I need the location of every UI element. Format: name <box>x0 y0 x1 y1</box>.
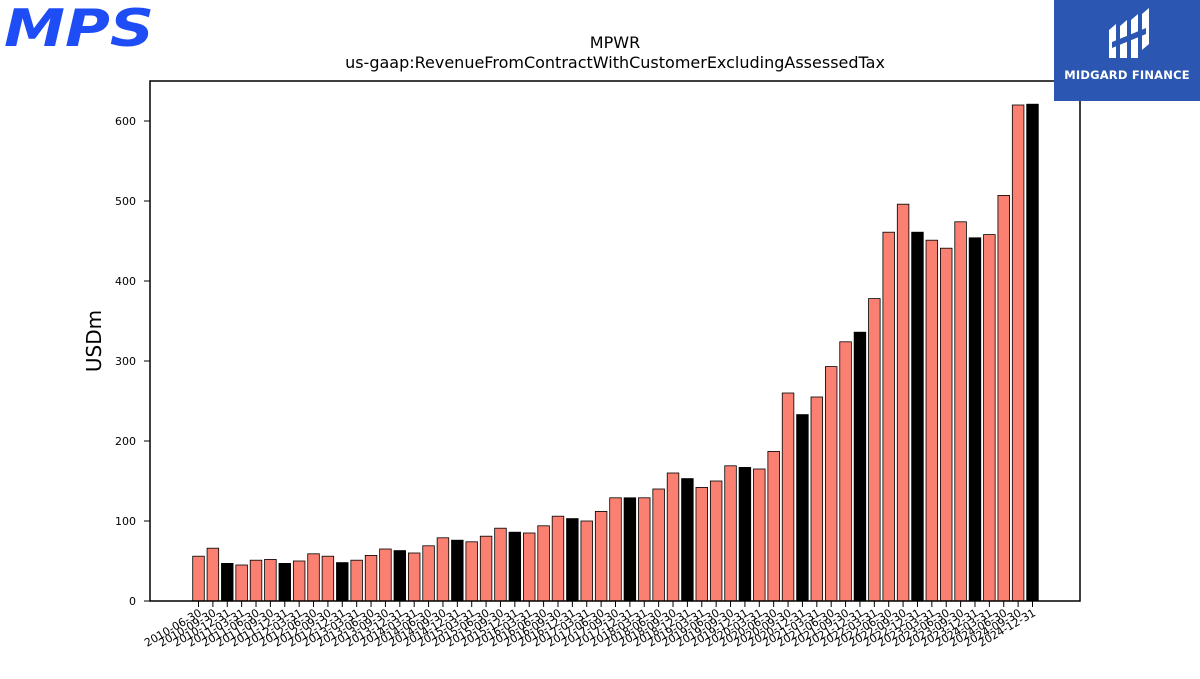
chart-title: MPWR <box>590 33 640 52</box>
y-axis-label: USDm <box>82 310 106 372</box>
bar-2023-06-30 <box>940 247 953 602</box>
chart-subtitle: us-gaap:RevenueFromContractWithCustomerE… <box>345 53 885 72</box>
bar-2018-03-31 <box>638 497 651 602</box>
bar-2023-03-31 <box>925 239 939 602</box>
y-axis-ticks: 0 100 200 300 400 500 600 <box>115 115 150 608</box>
bar-2010-09-30 <box>206 547 220 602</box>
bar-2022-09-30 <box>896 203 910 602</box>
bar-2015-06-30 <box>479 535 493 602</box>
midgard-emblem-icon <box>1109 8 1149 58</box>
y-tick-label: 500 <box>115 195 136 208</box>
bar-2015-03-31 <box>465 541 478 602</box>
bar-2012-03-31 <box>292 560 306 602</box>
bar-2024-03-31 <box>983 234 996 602</box>
bar-2020-12-31 <box>796 414 809 602</box>
bar-2024-12-31 <box>1026 103 1039 602</box>
bar-2014-03-31 <box>407 552 421 602</box>
bar-2018-09-30 <box>666 472 680 602</box>
bar-2023-09-30 <box>954 221 967 602</box>
bar-2012-06-30 <box>307 553 320 602</box>
bar-2021-03-31 <box>810 396 824 602</box>
mps-logo-text: MPS <box>4 4 154 50</box>
bar-2022-12-31 <box>911 231 924 602</box>
bar-2023-12-31 <box>968 237 982 602</box>
y-tick-label: 600 <box>115 115 136 128</box>
bar-2012-09-30 <box>321 555 335 602</box>
bar-2024-06-30 <box>997 194 1010 602</box>
y-tick-label: 200 <box>115 435 136 448</box>
y-tick-label: 300 <box>115 355 136 368</box>
bar-2012-12-31 <box>336 562 349 602</box>
bar-2014-12-31 <box>451 539 464 602</box>
bar-2019-06-30 <box>709 480 723 602</box>
bar-2016-03-31 <box>523 532 536 602</box>
bar-2011-06-30 <box>249 559 263 602</box>
bar-2020-09-30 <box>781 392 795 602</box>
midgard-finance-text: MIDGARD FINANCE <box>1064 68 1190 82</box>
bar-2013-03-31 <box>350 559 363 602</box>
x-axis-ticks: 2010-06-302010-09-302010-12-312011-03-31… <box>142 601 1038 650</box>
bar-2016-06-30 <box>537 525 550 602</box>
bar-2021-06-30 <box>824 366 838 602</box>
bar-2015-12-31 <box>508 531 522 602</box>
bar-2017-03-31 <box>580 520 593 602</box>
bar-2011-09-30 <box>264 559 277 602</box>
bar-2013-12-31 <box>393 550 407 602</box>
bar-2017-09-30 <box>609 497 622 602</box>
bar-2021-12-31 <box>853 331 867 602</box>
bar-2020-03-31 <box>753 468 766 602</box>
bar-2019-03-31 <box>695 486 708 602</box>
bar-2011-03-31 <box>235 564 248 602</box>
bar-2019-09-30 <box>724 465 737 602</box>
bar-2024-09-30 <box>1011 104 1025 602</box>
bar-2018-06-30 <box>652 488 665 602</box>
bar-2013-09-30 <box>379 548 392 602</box>
bar-2015-09-30 <box>494 527 507 602</box>
bar-2021-09-30 <box>839 341 852 602</box>
y-tick-label: 400 <box>115 275 136 288</box>
bars-group <box>192 103 1039 602</box>
bar-2010-12-31 <box>221 563 234 602</box>
midgard-finance-logo: MIDGARD FINANCE <box>1054 0 1200 101</box>
bar-2016-12-31 <box>566 518 579 602</box>
bar-2010-06-30 <box>192 555 205 602</box>
bar-2014-06-30 <box>422 545 435 602</box>
bar-2022-03-31 <box>868 298 881 602</box>
bar-2011-12-31 <box>278 563 291 602</box>
y-tick-label: 100 <box>115 515 136 528</box>
bar-2014-09-30 <box>436 537 450 602</box>
bar-2017-12-31 <box>623 497 637 602</box>
bar-2018-12-31 <box>681 478 694 602</box>
bar-2013-06-30 <box>364 555 378 602</box>
mps-logo: MPS <box>4 0 156 59</box>
bar-2017-06-30 <box>594 510 608 602</box>
bar-2019-12-31 <box>738 466 752 602</box>
bar-2020-06-30 <box>767 450 780 602</box>
y-tick-label: 0 <box>129 595 136 608</box>
bar-2016-09-30 <box>551 515 565 602</box>
bar-2022-06-30 <box>882 231 895 602</box>
plot-frame <box>149 80 1081 602</box>
